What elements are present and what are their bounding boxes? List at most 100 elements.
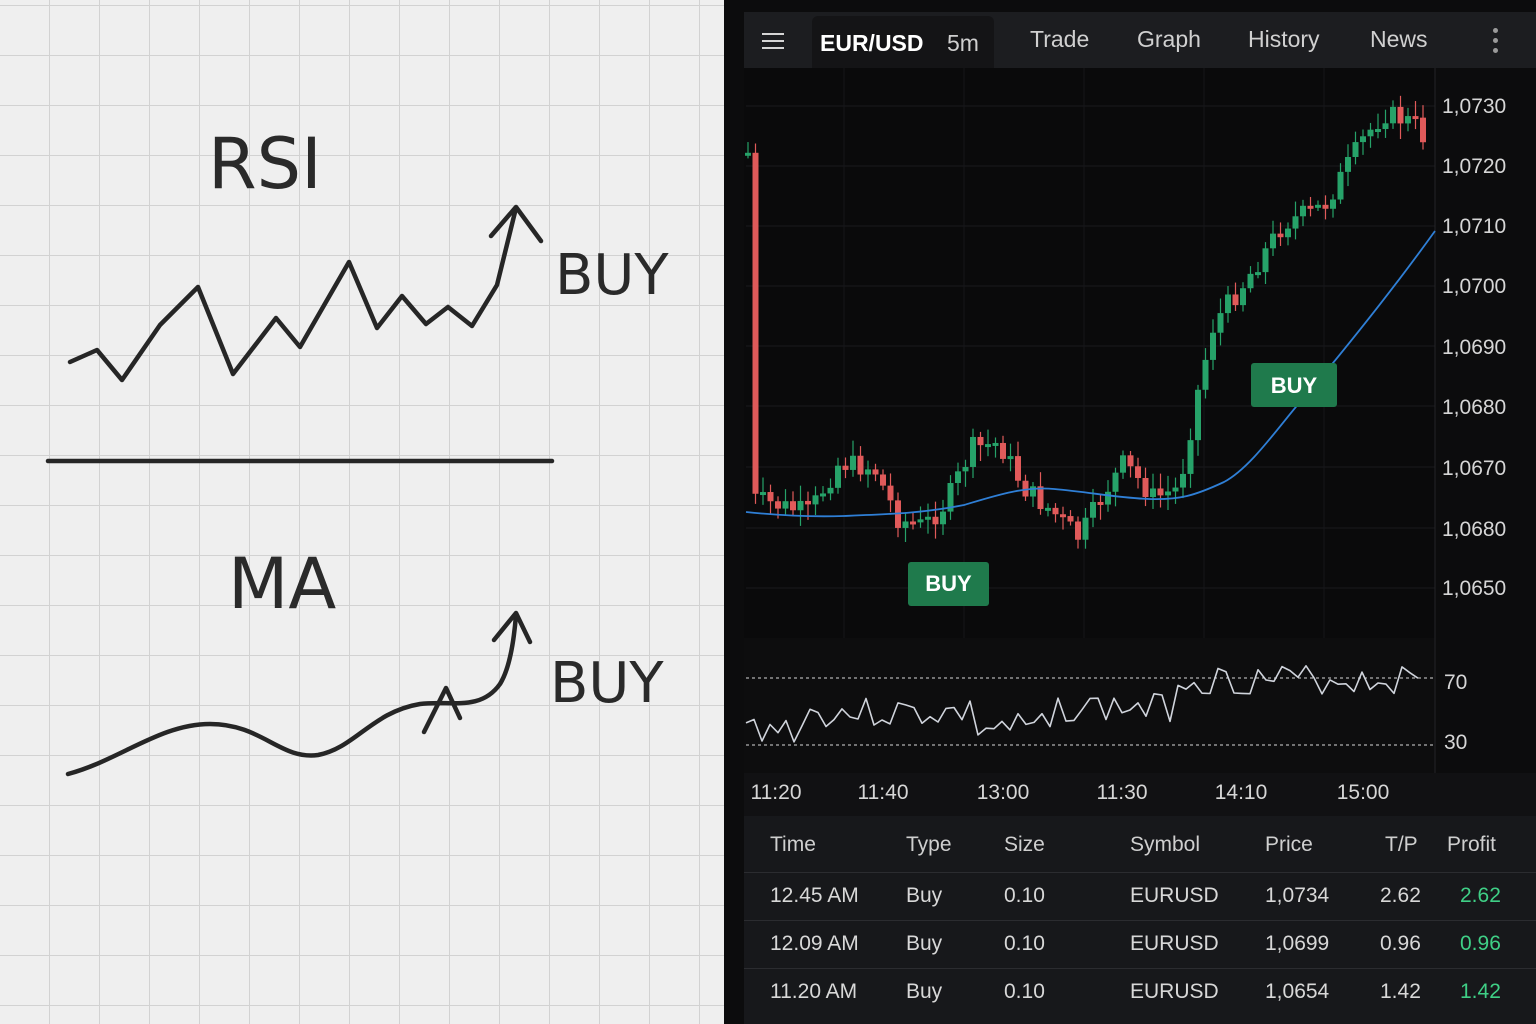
cell-time: 12.09 AM <box>770 932 859 955</box>
price-tick: 1,0650 <box>1442 577 1506 600</box>
candle <box>1112 467 1119 507</box>
candle <box>1375 113 1381 139</box>
price-chart[interactable]: BUY BUY 1,0730 1,0720 1,0710 1,0700 1,06… <box>724 68 1536 816</box>
cell-type: Buy <box>906 980 943 1003</box>
rsi-line <box>745 664 1419 743</box>
candle <box>1082 507 1089 549</box>
candle <box>1060 506 1066 530</box>
time-tick: 11:20 <box>751 781 802 804</box>
rsi-title: RSI <box>208 123 322 205</box>
candle <box>1262 242 1269 284</box>
rsi-buy-label: BUY <box>555 243 669 308</box>
candle <box>1180 458 1186 499</box>
vertical-dots-icon[interactable] <box>1491 26 1499 54</box>
price-tick: 1,0700 <box>1442 275 1506 298</box>
candle <box>977 431 984 462</box>
cell-type: Buy <box>906 884 943 907</box>
candle <box>1367 122 1374 148</box>
tab-trade[interactable]: Trade <box>1030 26 1090 52</box>
tab-news[interactable]: News <box>1370 26 1428 52</box>
ma-arrow-head <box>491 610 533 645</box>
candle <box>835 457 841 494</box>
column-header-type[interactable]: Type <box>906 833 952 856</box>
candle <box>1232 282 1239 311</box>
cell-size: 0.10 <box>1004 980 1045 1003</box>
candle <box>1397 95 1404 140</box>
cell-type: Buy <box>906 932 943 955</box>
cell-profit: 0.96 <box>1460 932 1501 955</box>
candle <box>1187 428 1194 488</box>
candle <box>767 484 774 515</box>
candle <box>1030 482 1036 507</box>
column-header-profit[interactable]: Profit <box>1447 833 1497 856</box>
candle <box>1217 298 1224 346</box>
candle <box>1307 196 1314 217</box>
ma-sketch-line <box>65 612 519 777</box>
candle <box>917 506 924 528</box>
candle <box>827 478 834 501</box>
candle <box>1225 286 1231 323</box>
candle <box>1315 200 1321 211</box>
buy-badge-label: BUY <box>925 571 972 596</box>
candle <box>932 501 939 539</box>
candle <box>1330 194 1336 218</box>
rsi-level-label: 30 <box>1444 731 1467 754</box>
cell-tp: 1.42 <box>1380 980 1421 1003</box>
candle <box>1270 220 1276 256</box>
cell-tp: 2.62 <box>1380 884 1421 907</box>
column-header-time[interactable]: Time <box>770 833 816 856</box>
ma-title: MA <box>228 543 336 625</box>
time-tick: 11:30 <box>1097 781 1148 804</box>
candle <box>1015 441 1021 488</box>
candle <box>1210 319 1216 370</box>
candle <box>902 512 909 542</box>
candle <box>1360 129 1366 155</box>
candle <box>887 473 894 513</box>
column-header-size[interactable]: Size <box>1004 833 1045 856</box>
tab-history[interactable]: History <box>1248 26 1320 52</box>
buy-badge[interactable]: BUY <box>908 562 989 606</box>
candle <box>1165 475 1171 511</box>
candle <box>850 440 856 477</box>
symbol-label: EUR/USD <box>820 30 924 56</box>
price-tick: 1,0730 <box>1442 95 1506 118</box>
time-tick: 15:00 <box>1337 781 1390 804</box>
symbol-tab[interactable]: EUR/USD 5m <box>812 16 994 68</box>
candle <box>962 459 969 487</box>
cell-size: 0.10 <box>1004 932 1045 955</box>
price-tick: 1,0680 <box>1442 518 1506 541</box>
candle <box>842 457 849 479</box>
candle <box>970 428 976 478</box>
column-header-symbol[interactable]: Symbol <box>1130 833 1201 856</box>
candle <box>1045 503 1051 517</box>
time-tick: 14:10 <box>1215 781 1268 804</box>
cell-tp: 0.96 <box>1380 932 1421 955</box>
cell-profit: 1.42 <box>1460 980 1501 1003</box>
candle <box>992 437 999 458</box>
candle <box>947 475 954 520</box>
candle <box>1405 107 1411 132</box>
candle <box>955 462 961 496</box>
cell-time: 11.20 AM <box>770 980 858 1003</box>
buy-badge[interactable]: BUY <box>1251 363 1337 407</box>
column-header-tp[interactable]: T/P <box>1385 833 1418 856</box>
candle <box>1037 472 1044 515</box>
tab-graph[interactable]: Graph <box>1137 26 1201 52</box>
timeframe-selector[interactable]: 5m <box>947 30 979 56</box>
hamburger-icon[interactable] <box>762 32 784 50</box>
candle <box>1240 282 1246 312</box>
candle <box>1090 488 1096 528</box>
candle <box>1382 109 1389 138</box>
rsi-arrow-head <box>488 204 544 244</box>
candle <box>1052 503 1059 523</box>
candle <box>1022 474 1029 501</box>
rsi-level-label: 70 <box>1444 671 1467 694</box>
candle <box>1322 195 1329 220</box>
candle <box>782 489 789 515</box>
cell-price: 1,0699 <box>1265 932 1330 955</box>
candle <box>1277 222 1284 246</box>
column-header-price[interactable]: Price <box>1265 833 1313 856</box>
candle <box>1007 443 1014 472</box>
cell-size: 0.10 <box>1004 884 1045 907</box>
cell-symbol: EURUSD <box>1130 932 1219 955</box>
